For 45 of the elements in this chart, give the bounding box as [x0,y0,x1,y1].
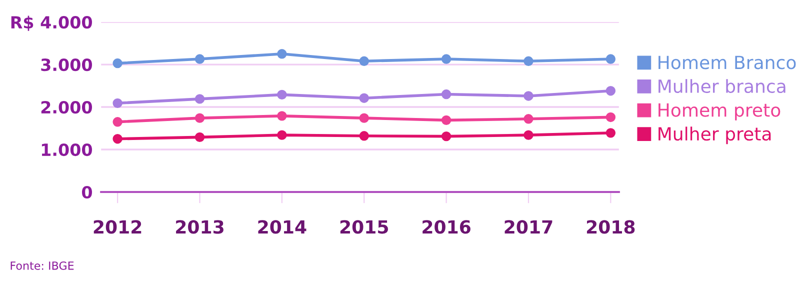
point [359,113,369,123]
x-tick-label: 2012 [94,220,142,234]
point [441,131,452,142]
point [441,115,452,126]
point [277,90,287,100]
y-tick-label: 2.000 [41,100,92,114]
x-tick-label: 2015 [340,220,388,234]
point [112,134,122,144]
legend-label: Mulher branca [658,79,786,94]
x-tick-label: 2017 [504,220,552,234]
point [194,94,205,104]
point [524,56,534,66]
x-tick-label: 2014 [258,220,306,234]
point [112,58,122,68]
point [606,112,616,122]
y-tick-label: 1.000 [42,143,92,156]
point [359,131,369,141]
point [606,86,616,96]
legend-label: Homem Branco [658,56,796,70]
point [606,54,616,64]
legend-label: Mulher preta [658,126,771,144]
point [359,93,369,103]
y-tick-label: R$ 4.000 [11,16,92,31]
point [112,117,122,127]
legend-label: Homem preto [658,103,780,120]
point [277,130,287,140]
y-tick-label: 0 [82,186,92,199]
point [112,98,122,108]
point [194,54,205,64]
point [606,128,616,138]
source-note: Fonte: IBGE [10,261,74,270]
point [194,113,205,123]
point [277,111,287,121]
point [524,91,534,101]
y-tick-label: 3.000 [41,58,92,72]
point [277,49,287,59]
x-tick-label: 2018 [586,220,635,234]
point [194,132,205,142]
point [441,89,452,100]
point [359,56,369,66]
x-tick-label: 2016 [422,220,470,234]
point [441,54,452,64]
x-tick-label: 2013 [176,220,224,234]
point [524,130,534,140]
point [524,114,534,124]
